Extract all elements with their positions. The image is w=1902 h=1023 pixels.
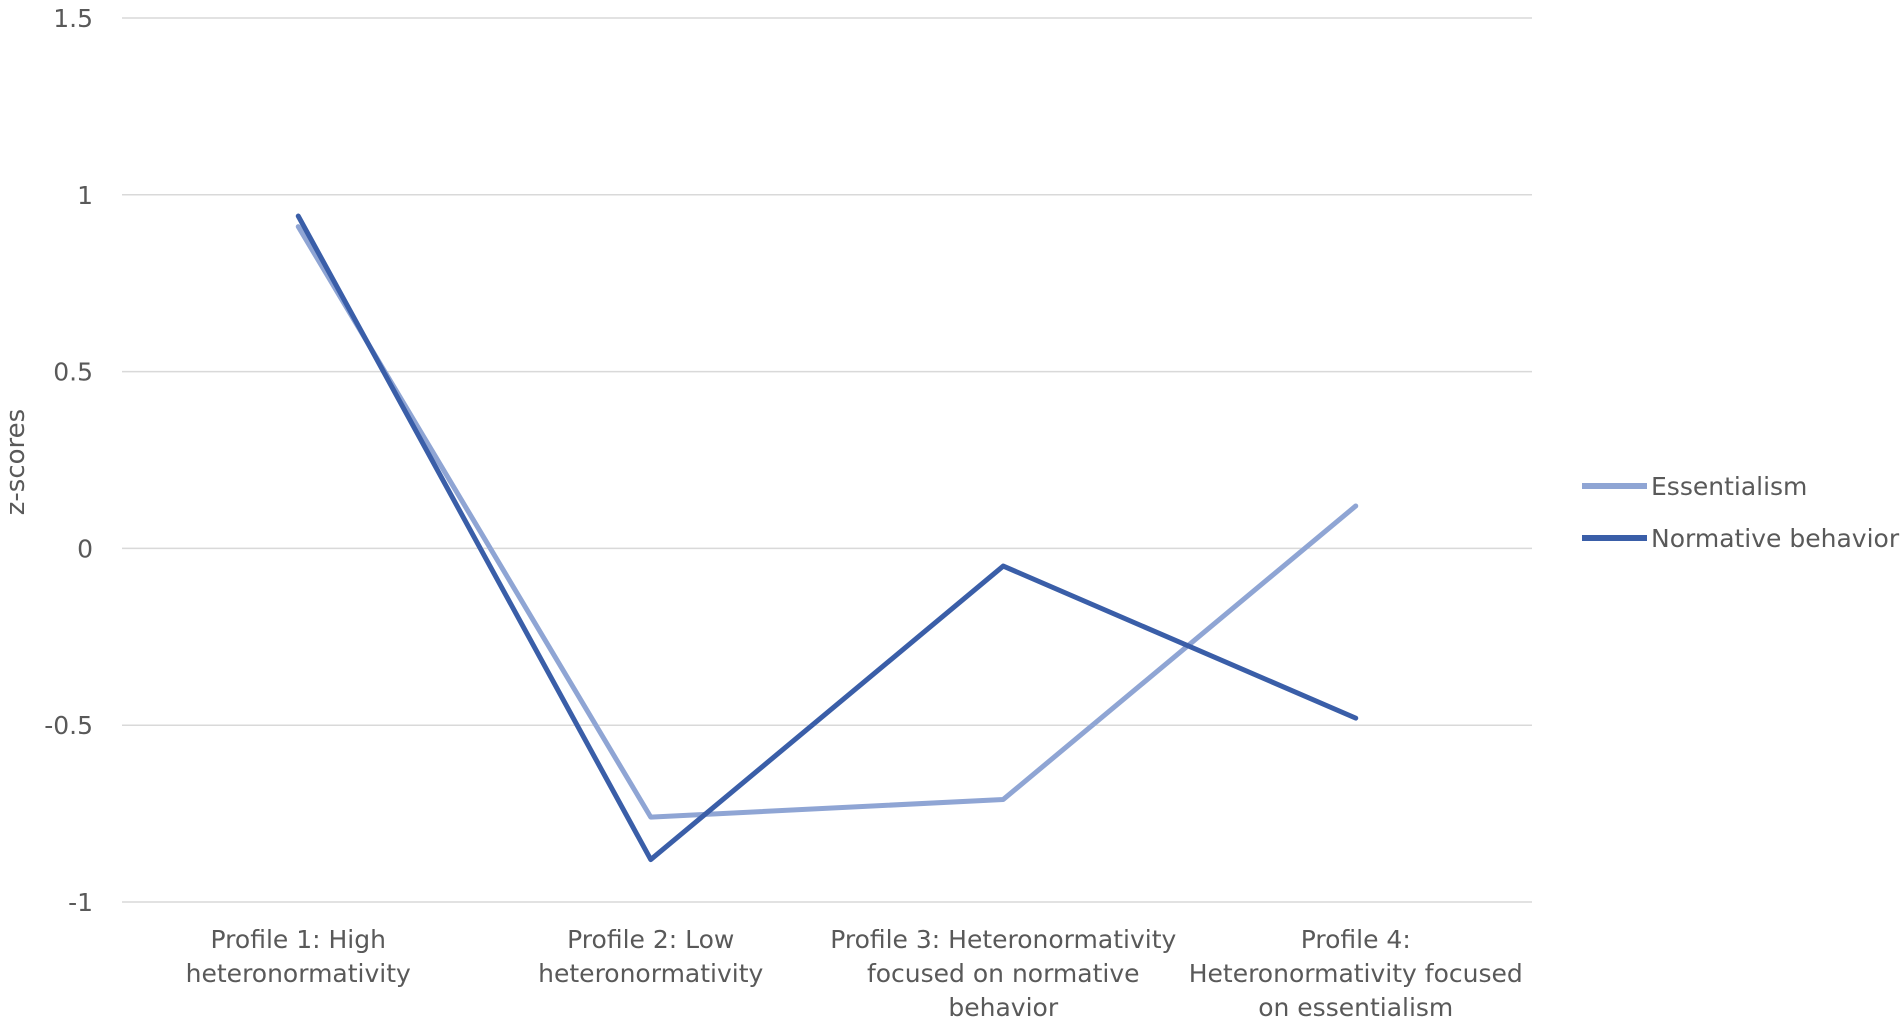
y-axis-title: z-scores xyxy=(1,409,31,515)
y-tick-label: -0.5 xyxy=(44,711,93,740)
y-axis-ticks: -1 -0.5 0 0.5 1 1.5 xyxy=(44,4,93,917)
x-category-label: Profile 4: Heteronormativity focused on es… xyxy=(1189,925,1523,1019)
y-tick-label: 1.5 xyxy=(53,4,93,33)
legend: Essentialism Normative behavior xyxy=(1582,472,1900,553)
series-lines xyxy=(295,213,1359,863)
legend-label: Normative behavior xyxy=(1651,524,1900,553)
y-tick-label: 0.5 xyxy=(53,358,93,387)
x-category-label: Profile 3: Heteronormativity focused on n… xyxy=(830,925,1176,1019)
x-category-label: Profile 1: High heteronormativity xyxy=(186,925,411,988)
x-axis-categories: Profile 1: High heteronormativity Profile … xyxy=(186,925,1523,1022)
series-line-normative-behavior xyxy=(295,213,1359,863)
y-tick-label: 1 xyxy=(77,181,93,210)
x-category-label: Profile 2: Low heteronormativity xyxy=(538,925,763,988)
gridlines xyxy=(122,17,1532,903)
series-line-essentialism xyxy=(295,224,1359,820)
legend-label: Essentialism xyxy=(1651,472,1807,501)
y-tick-label: 0 xyxy=(77,534,93,563)
y-tick-label: -1 xyxy=(68,888,93,917)
